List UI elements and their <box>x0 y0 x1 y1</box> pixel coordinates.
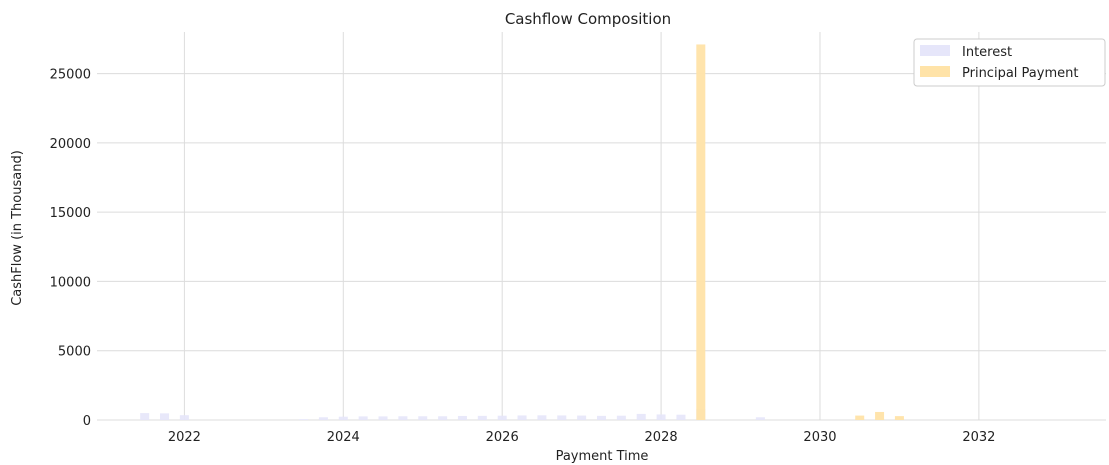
y-tick-label: 25000 <box>50 68 91 83</box>
legend-label-interest: Interest <box>962 45 1012 60</box>
principal-bar <box>855 415 865 420</box>
y-axis-label: CashFlow (in Thousand) <box>10 150 25 306</box>
y-tick-label: 5000 <box>58 345 91 360</box>
interest-bar <box>597 415 606 420</box>
x-axis-label: Payment Time <box>556 449 649 464</box>
y-tick-label: 10000 <box>50 275 91 290</box>
interest-bar <box>299 419 309 420</box>
interest-bar <box>338 416 348 420</box>
y-axis-ticks: 0 5000 10000 15000 20000 25000 <box>50 68 91 429</box>
y-tick-label: 20000 <box>50 137 91 152</box>
interest-bar <box>378 416 388 420</box>
interest-bar <box>457 415 467 420</box>
bars <box>140 44 904 420</box>
interest-bar <box>358 416 368 420</box>
interest-bar <box>497 415 507 420</box>
interest-bar <box>418 416 428 420</box>
interest-bar <box>517 415 527 420</box>
principal-bar <box>875 411 885 420</box>
interest-bar <box>616 415 626 420</box>
interest-bar <box>577 415 587 420</box>
x-tick-label: 2026 <box>486 430 519 445</box>
interest-bar <box>537 415 547 420</box>
interest-bar <box>140 413 150 420</box>
legend-frame <box>913 38 1106 87</box>
x-tick-label: 2030 <box>803 430 836 445</box>
x-tick-label: 2022 <box>168 430 201 445</box>
y-tick-label: 0 <box>83 414 91 429</box>
x-tick-label: 2032 <box>962 430 995 445</box>
interest-bar <box>636 413 646 420</box>
interest-bar <box>438 416 448 420</box>
legend-swatch-interest <box>920 45 950 56</box>
principal-bar <box>696 44 706 420</box>
interest-bar <box>160 413 170 420</box>
interest-bar <box>179 415 189 420</box>
interest-bar <box>477 415 487 420</box>
y-tick-label: 15000 <box>50 206 91 221</box>
legend-label-principal: Principal Payment <box>962 66 1078 81</box>
chart-title: Cashflow Composition <box>505 10 671 28</box>
x-tick-label: 2028 <box>645 430 678 445</box>
interest-bar <box>398 416 408 420</box>
x-axis-ticks: 2022 2024 2026 2028 2030 2032 <box>168 430 996 445</box>
legend: Interest Principal Payment <box>913 38 1106 87</box>
x-tick-label: 2024 <box>327 430 360 445</box>
interest-bar <box>676 414 686 420</box>
interest-bar <box>318 417 328 420</box>
interest-bar <box>755 417 765 420</box>
principal-bar <box>894 416 904 420</box>
legend-swatch-principal <box>920 66 950 77</box>
interest-bar <box>656 414 666 420</box>
grid <box>97 32 1106 421</box>
interest-bar <box>557 415 567 420</box>
